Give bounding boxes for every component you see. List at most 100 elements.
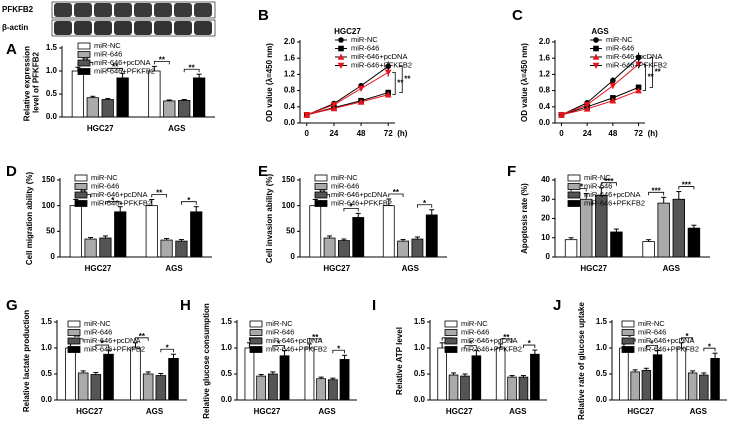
blot-band (134, 21, 152, 35)
legend-label: miR-646+PFKFB2 (461, 344, 522, 353)
blot-band (74, 21, 92, 35)
y-tick-label: 150 (42, 175, 56, 184)
x-tick-label: HGC27 (627, 407, 654, 416)
bar (339, 359, 350, 401)
y-axis-label: OD value (λ=450 nm) (265, 43, 274, 122)
bar (65, 347, 76, 401)
legend-marker (337, 62, 345, 69)
y-tick-label: 10 (541, 233, 550, 242)
y-tick-label: 1.6 (284, 53, 296, 62)
legend-swatch (621, 337, 635, 345)
significance-bracket (272, 345, 285, 349)
bar (244, 347, 255, 401)
y-tick-label: 0.5 (596, 369, 608, 378)
y-tick-label: 100 (42, 201, 56, 210)
legend-swatch (444, 337, 458, 345)
significance-bracket (392, 71, 396, 96)
significance-label: * (101, 339, 105, 348)
legend-label: miR-646+PFKFB2 (638, 344, 699, 353)
x-tick-label: HGC27 (580, 264, 607, 273)
legend-swatch (567, 183, 581, 190)
legend-label: miR-646 (584, 181, 612, 190)
y-tick-label: 1.0 (596, 343, 608, 352)
legend-label: miR-646 (91, 181, 119, 190)
significance-bracket (645, 345, 658, 349)
legend-swatch (77, 42, 91, 50)
y-axis-label: Cell invasion ability (%) (265, 173, 274, 263)
y-tick-label: 0 (51, 252, 56, 261)
legend-label: miR-646+pcDNA (266, 336, 322, 345)
bar (471, 355, 482, 401)
bar (610, 231, 623, 258)
panel-letter: F (507, 163, 516, 180)
legend-label: miR-NC (351, 35, 378, 44)
significance-bracket (388, 193, 404, 197)
legend-label: miR-646+PFKFB2 (91, 198, 152, 207)
x-tick-label: 0 (305, 129, 310, 138)
bar (178, 100, 191, 118)
panel-letter: A (6, 41, 17, 58)
legend-label: miR-646+pcDNA (351, 52, 407, 61)
legend-swatch (444, 329, 458, 336)
y-tick-label: 1.5 (596, 317, 608, 326)
x-tick-label: AGS (663, 264, 681, 273)
bar (155, 375, 167, 401)
legend-swatch (621, 320, 635, 328)
bar (411, 238, 424, 258)
significance-bracket (107, 67, 124, 72)
bar (382, 205, 395, 258)
legend-label: miR-646+PFKFB2 (351, 60, 412, 69)
x-tick-label: 72 (384, 129, 393, 138)
y-tick-label: 0 (546, 252, 551, 261)
blot-frame (51, 19, 216, 37)
bar (699, 374, 709, 401)
legend-swatch (249, 346, 263, 353)
marker (609, 82, 617, 90)
significance-bracket (343, 207, 359, 212)
series-line (306, 65, 389, 116)
bar (99, 237, 112, 258)
series-line (561, 57, 639, 116)
y-tick-label: 30 (541, 194, 550, 203)
series-line (561, 90, 639, 116)
legend-swatch (77, 59, 91, 67)
y-tick-label: 0.0 (46, 112, 58, 121)
legend-swatch (314, 174, 328, 182)
x-tick-label: AGS (146, 407, 164, 416)
legend-marker (593, 45, 599, 52)
significance-bracket (105, 201, 121, 205)
significance-label: * (528, 339, 532, 348)
significance-bracket (417, 204, 433, 208)
bar (338, 240, 350, 258)
marker (357, 85, 365, 92)
legend-label: miR-NC (266, 319, 293, 328)
legend-label: miR-646+pcDNA (606, 52, 662, 61)
legend-label: miR-NC (91, 173, 118, 182)
x-tick-label: AGS (690, 407, 708, 416)
panel-letter: J (553, 297, 561, 314)
legend-label: miR-646 (461, 327, 489, 336)
y-axis-label: OD value (λ=450 nm) (520, 43, 529, 122)
y-tick-label: 50 (46, 226, 55, 235)
legend-swatch (67, 329, 81, 336)
bar (84, 238, 97, 258)
significance-label: ** (397, 79, 404, 88)
marker (330, 101, 338, 109)
bar (595, 194, 608, 258)
y-tick-label: 1.6 (539, 53, 551, 62)
significance-bracket (500, 338, 513, 342)
significance-label: ** (655, 67, 662, 76)
bar (710, 357, 720, 401)
significance-label: * (350, 202, 354, 211)
bar (507, 376, 517, 401)
bar (657, 202, 670, 258)
series-line (561, 86, 639, 116)
bar (86, 97, 99, 118)
legend-swatch (74, 200, 88, 207)
blot-band (174, 21, 192, 35)
bar (641, 369, 652, 401)
bar (460, 375, 470, 401)
x-tick-label: 72 (634, 129, 643, 138)
marker (384, 69, 392, 76)
